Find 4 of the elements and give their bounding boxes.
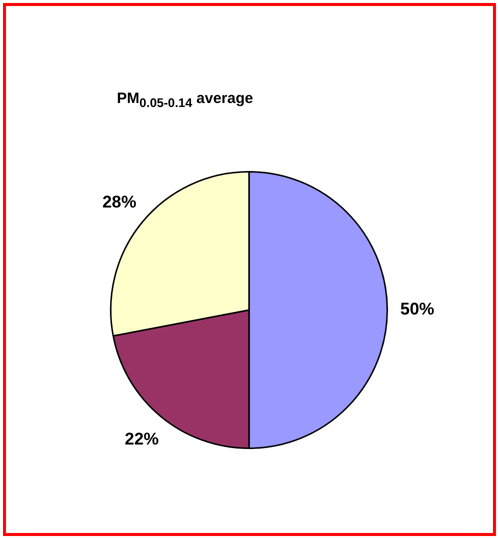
chart-title: PM$_{0.05-0.14}$ average (116, 90, 254, 110)
data-label: 22% (124, 429, 159, 448)
data-label: 28% (102, 192, 136, 212)
data-label: 50% (400, 300, 434, 319)
